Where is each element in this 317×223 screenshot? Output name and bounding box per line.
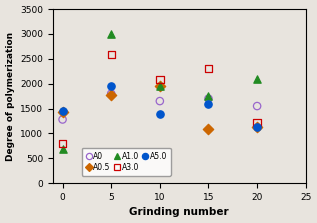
Point	[109, 53, 114, 57]
Point	[157, 99, 162, 103]
X-axis label: Grinding number: Grinding number	[129, 207, 229, 217]
Point	[157, 84, 162, 88]
Y-axis label: Degree of polymerization: Degree of polymerization	[6, 31, 15, 161]
Point	[206, 97, 211, 100]
Point	[109, 92, 114, 95]
Legend: A0, A0.5, A1.0, A3.0, A5.0: A0, A0.5, A1.0, A3.0, A5.0	[82, 148, 171, 176]
Point	[109, 32, 114, 36]
Point	[255, 121, 260, 124]
Point	[157, 84, 162, 88]
Point	[255, 77, 260, 81]
Point	[60, 142, 65, 145]
Point	[60, 110, 65, 114]
Point	[206, 94, 211, 98]
Point	[157, 112, 162, 115]
Point	[60, 118, 65, 121]
Point	[255, 104, 260, 108]
Point	[60, 109, 65, 112]
Point	[109, 84, 114, 87]
Point	[206, 128, 211, 131]
Point	[255, 126, 260, 129]
Point	[60, 148, 65, 151]
Point	[255, 125, 260, 129]
Point	[157, 78, 162, 81]
Point	[109, 93, 114, 96]
Point	[206, 67, 211, 70]
Point	[206, 102, 211, 105]
